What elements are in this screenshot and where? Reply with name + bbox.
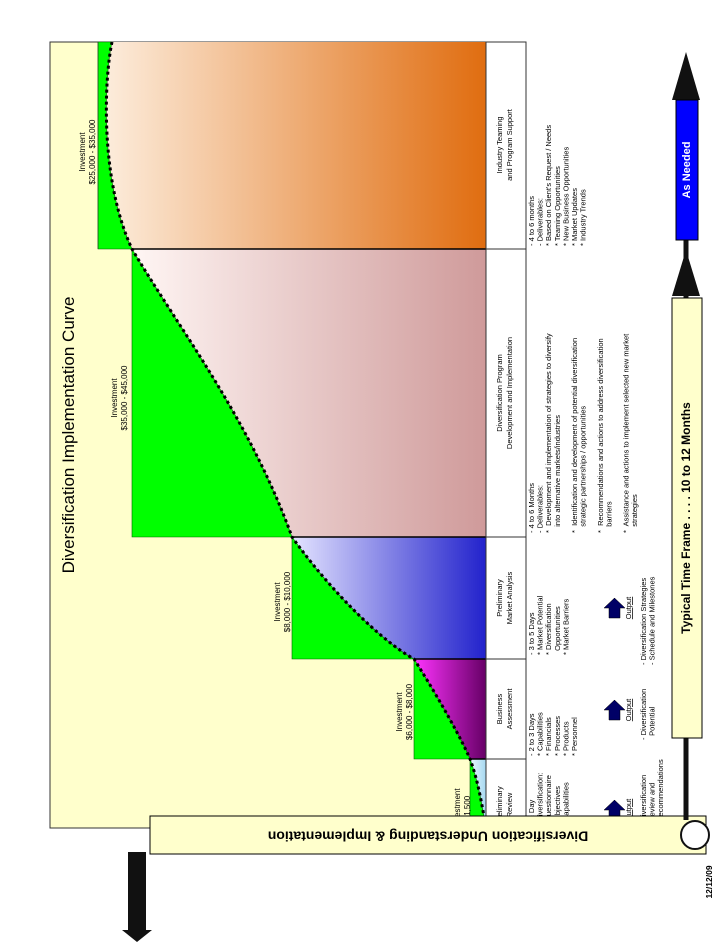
- output-label: Output: [624, 698, 633, 721]
- region-industry-teaming: [98, 42, 486, 249]
- phase-header-line: Industry Teaming: [495, 117, 504, 174]
- investment-title: Investment: [273, 582, 282, 622]
- output-label: Output: [624, 798, 633, 821]
- phase-detail-line: - 4 to 6 Months: [527, 483, 536, 533]
- investment-title: Investment: [395, 692, 404, 732]
- phase-detail-line: * New Business Opportunities: [561, 147, 570, 246]
- investment-label: Investment $35,000 - $45,000: [110, 365, 129, 430]
- phase-header-line: Review: [505, 792, 514, 817]
- phase-detail-line: into alternative markets/industries: [553, 415, 562, 533]
- timeframe-box: [671, 297, 703, 739]
- phase-header-line: Development and Implementation: [505, 337, 514, 449]
- date-circle: [680, 820, 710, 850]
- phase-detail-line: * Diversification: [544, 603, 553, 655]
- output-arrow-icon: [603, 597, 626, 619]
- phase-header: Business Assessment: [495, 688, 514, 730]
- phase-detail-line: * Objectives: [553, 786, 562, 826]
- phase-detail-line: barriers: [604, 501, 613, 533]
- investment-label: Investment $1,500: [453, 788, 472, 828]
- output-label: Output: [624, 596, 633, 619]
- phase-detail-line: strategies: [630, 494, 639, 533]
- phase-detail-line: * Identification and development of pote…: [570, 338, 579, 533]
- implementation-curve: [104, 41, 488, 829]
- chart-title: Diversification Implementation Curve: [59, 297, 78, 574]
- phase-detail-line: - 4 to 6 months: [527, 196, 536, 246]
- phase-detail-line: Opportunities: [553, 606, 562, 655]
- investment-amount: $6,000 - $8,000: [405, 683, 414, 740]
- phase-detail-line: * Personnel: [570, 717, 579, 756]
- phase-detail-line: - Deliverables:: [536, 485, 545, 533]
- phase-detail-line: * Assistance and actions to implement se…: [622, 333, 631, 533]
- investment-amount: $25,000 - $35,000: [88, 119, 97, 184]
- phase-detail-line: * Market Barriers: [561, 598, 570, 655]
- phase-detail-line: * Market Potential: [536, 595, 545, 655]
- phase-header-line: Business: [495, 694, 504, 725]
- phase-detail-line: * Financials: [544, 717, 553, 756]
- phase-header: Industry Teaming and Program Support: [495, 108, 514, 181]
- investment-label: Investment $25,000 - $35,000: [78, 119, 97, 184]
- investment-amount: $35,000 - $45,000: [120, 365, 129, 430]
- investment-label: Investment $6,000 - $8,000: [395, 683, 414, 740]
- phase-output-line: Potential: [648, 706, 657, 740]
- phase-output-line: - Schedule and Milestones: [648, 576, 657, 665]
- timeline-arrow-up-icon: [672, 250, 700, 296]
- timeline-arrow-up-icon: [672, 52, 700, 100]
- phase-detail-line: * Market Updates: [570, 188, 579, 246]
- phase-output-line: - Diversification Strategies: [639, 578, 648, 665]
- output-arrow-icon: [603, 699, 626, 721]
- phase-header-line: Preliminary: [495, 579, 504, 617]
- phase-strip: [485, 41, 527, 829]
- phase-detail-line: * Teaming Opportunities: [553, 166, 562, 246]
- phase-detail-line: - ½ Day: [527, 799, 536, 826]
- investment-label: Investment $8,000 - $10,000: [273, 571, 292, 632]
- phase-output-line: - Diversification: [639, 689, 648, 740]
- timeframe-text: Typical Time Frame . . . . 10 to 12 Mont…: [679, 402, 693, 634]
- investment-title: Investment: [453, 788, 462, 828]
- phase-detail-line: Questionnaire: [544, 775, 553, 826]
- phase-header: Preliminary Review: [495, 786, 514, 824]
- output-block: Output: [603, 698, 633, 721]
- phase-detail-line: * Products: [561, 721, 570, 756]
- phase-detail-line: * Based on Client's Request / Needs: [544, 125, 553, 246]
- investment-amount: $1,500: [463, 795, 472, 820]
- phase-detail-line: * Recommendations and actions to address…: [596, 338, 605, 533]
- phase-detail-line: - 3 to 5 Days: [527, 612, 536, 655]
- phase-header-line: and Program Support: [505, 108, 514, 181]
- investment-title: Investment: [78, 132, 87, 172]
- phase-detail-line: - Diversification:: [536, 773, 545, 826]
- phase-header: Diversification Program Development and …: [495, 337, 514, 449]
- investment-title: Investment: [110, 378, 119, 418]
- phase-detail-line: * Capabilities: [536, 712, 545, 756]
- phase-header-line: Assessment: [505, 688, 514, 730]
- output-block: Output: [603, 596, 633, 619]
- phase-output-line: - Diversification: [639, 775, 648, 826]
- phase-details: - ½ Day - Diversification: Questionnaire *…: [527, 125, 665, 826]
- phase-output-line: Review and: [648, 783, 657, 826]
- phase-detail-line: * Development and implementation of stra…: [544, 333, 553, 533]
- investment-amount: $8,000 - $10,000: [283, 571, 292, 632]
- phase-header-line: Market Analysis: [505, 571, 514, 624]
- date-label: 12/12/09: [704, 865, 714, 898]
- left-banner-text: Diversification Understanding & Implemen…: [268, 828, 589, 844]
- phase-detail-line: * Capabilities: [561, 782, 570, 826]
- phase-detail-line: strategic partnerships / opportunities: [579, 406, 588, 533]
- phase-detail-line: - Deliverables:: [536, 198, 545, 246]
- phase-detail-line: * Industry Trends: [579, 189, 588, 246]
- phase-header-line: Preliminary: [495, 786, 504, 824]
- phase-header: Preliminary Market Analysis: [495, 571, 514, 624]
- as-needed-box: [675, 99, 699, 241]
- phase-header-line: Diversification Program: [495, 354, 504, 432]
- left-banner-box: [149, 815, 707, 855]
- as-needed-text: As Needed: [681, 142, 693, 199]
- down-arrow-icon: [122, 852, 152, 942]
- phase-output-line: Recommendations: [656, 759, 665, 826]
- phase-detail-line: - 2 to 3 Days: [527, 713, 536, 756]
- phase-detail-line: * Processes: [553, 716, 562, 756]
